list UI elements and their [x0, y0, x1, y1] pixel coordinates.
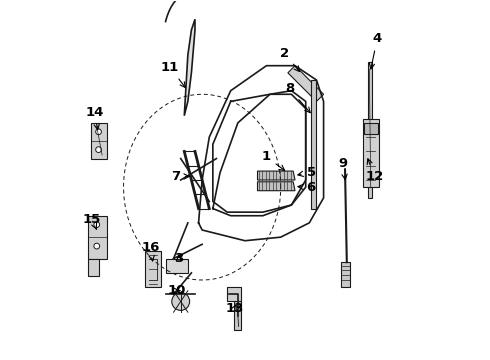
FancyBboxPatch shape: [167, 258, 188, 273]
Polygon shape: [184, 19, 195, 116]
Polygon shape: [288, 66, 323, 102]
Text: 12: 12: [365, 159, 384, 183]
Polygon shape: [342, 262, 350, 287]
Text: 13: 13: [225, 302, 244, 315]
Text: 3: 3: [174, 252, 184, 265]
Text: 15: 15: [83, 213, 101, 229]
Text: 11: 11: [161, 61, 185, 87]
Polygon shape: [258, 171, 295, 180]
Text: 7: 7: [171, 170, 189, 183]
Polygon shape: [364, 123, 378, 134]
Text: 14: 14: [85, 106, 103, 130]
Polygon shape: [145, 251, 161, 287]
Polygon shape: [88, 258, 98, 276]
Polygon shape: [311, 80, 317, 208]
Text: 1: 1: [262, 150, 285, 170]
Polygon shape: [368, 62, 372, 198]
Circle shape: [96, 129, 101, 135]
Polygon shape: [227, 287, 242, 301]
Polygon shape: [363, 119, 379, 187]
Text: 10: 10: [168, 284, 186, 297]
Polygon shape: [92, 123, 107, 158]
Text: 8: 8: [285, 82, 310, 113]
Text: 5: 5: [298, 166, 316, 179]
Polygon shape: [234, 301, 242, 330]
Circle shape: [94, 222, 99, 228]
Text: 4: 4: [369, 32, 382, 69]
Circle shape: [94, 243, 99, 249]
Text: 16: 16: [141, 242, 160, 261]
Text: 2: 2: [280, 47, 299, 72]
Polygon shape: [258, 182, 295, 191]
Polygon shape: [88, 216, 107, 258]
Text: 6: 6: [298, 181, 316, 194]
Circle shape: [172, 293, 190, 310]
Text: 9: 9: [339, 157, 348, 180]
Circle shape: [96, 147, 101, 153]
